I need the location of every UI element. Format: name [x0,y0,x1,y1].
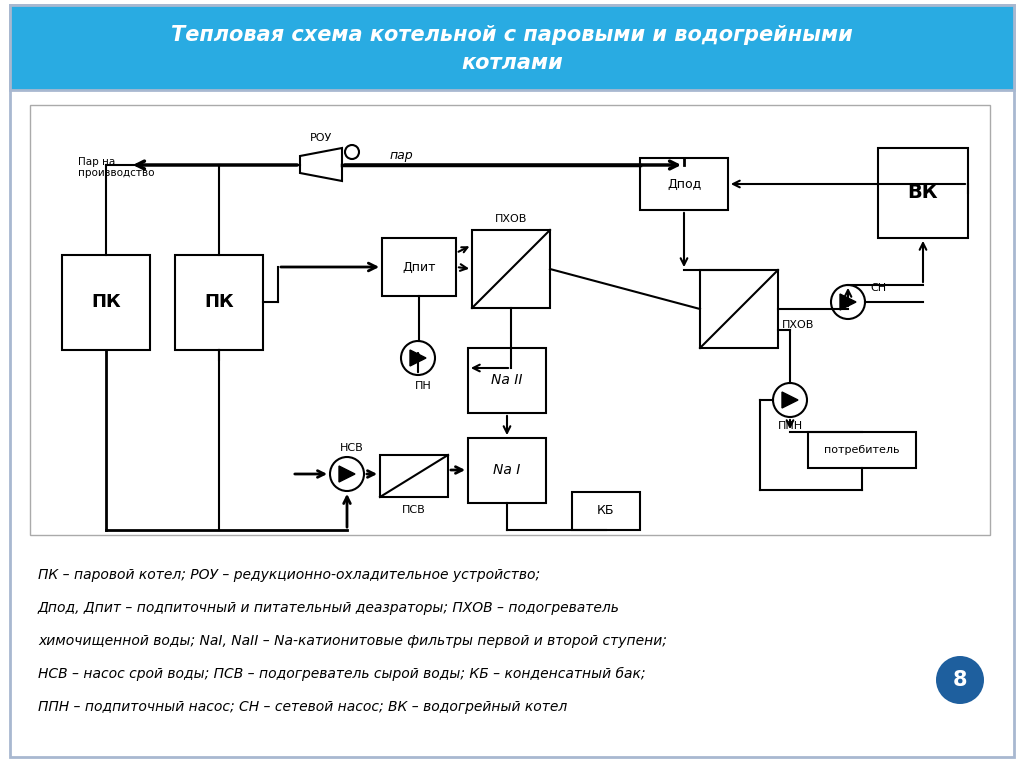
Bar [878,148,968,238]
Bar [382,238,456,296]
Text: ППН – подпиточный насос; СН – сетевой насос; ВК – водогрейный котел: ППН – подпиточный насос; СН – сетевой на… [38,700,567,714]
Text: ВК: ВК [907,183,938,202]
Circle shape [330,457,364,491]
Bar [472,230,550,308]
Text: ПН: ПН [415,381,431,391]
Text: ПК: ПК [91,293,121,311]
Bar [700,270,778,348]
Text: СН: СН [870,283,886,293]
Text: Дпит: Дпит [402,261,436,274]
Text: КБ: КБ [597,505,614,518]
Text: ПК – паровой котел; РОУ – редукционно-охладительное устройство;: ПК – паровой котел; РОУ – редукционно-ох… [38,568,540,582]
Polygon shape [300,148,342,181]
Polygon shape [410,350,426,366]
Bar [10,5,1014,90]
Text: потребитель: потребитель [824,445,900,455]
Bar [30,105,990,535]
Text: производство: производство [78,168,155,178]
Bar [572,492,640,530]
Text: Na II: Na II [492,373,522,387]
Text: химочищенной воды; NaI, NaII – Na-катионитовые фильтры первой и второй ступени;: химочищенной воды; NaI, NaII – Na-катион… [38,634,667,648]
Circle shape [401,341,435,375]
Circle shape [831,285,865,319]
Text: Дпод, Дпит – подпиточный и питательный деазраторы; ПХОВ – подогреватель: Дпод, Дпит – подпиточный и питательный д… [38,601,620,615]
Text: 8: 8 [952,670,968,690]
Text: Дпод: Дпод [667,177,701,190]
Polygon shape [339,466,355,482]
Bar [468,438,546,503]
Text: РОУ: РОУ [310,133,332,143]
Text: ППН: ППН [777,421,803,431]
Text: ПХОВ: ПХОВ [782,320,814,330]
Text: пар: пар [390,150,414,163]
Bar [808,432,916,468]
Text: Na I: Na I [494,463,520,477]
Bar [380,455,449,497]
Bar [468,348,546,413]
Bar [62,255,150,350]
Circle shape [936,656,984,704]
Text: ПХОВ: ПХОВ [495,214,527,224]
Text: Пар на: Пар на [78,157,116,167]
Text: Тепловая схема котельной с паровыми и водогрейными: Тепловая схема котельной с паровыми и во… [171,25,853,45]
Bar [175,255,263,350]
Text: ПК: ПК [204,293,233,311]
Text: ПСВ: ПСВ [402,505,426,515]
Text: котлами: котлами [461,53,563,73]
Polygon shape [782,392,798,408]
Polygon shape [840,294,856,310]
Text: НСВ – насос срой воды; ПСВ – подогреватель сырой воды; КБ – конденсатный бак;: НСВ – насос срой воды; ПСВ – подогревате… [38,667,645,681]
Bar [640,158,728,210]
Text: НСВ: НСВ [340,443,364,453]
Circle shape [773,383,807,417]
Circle shape [345,145,359,159]
